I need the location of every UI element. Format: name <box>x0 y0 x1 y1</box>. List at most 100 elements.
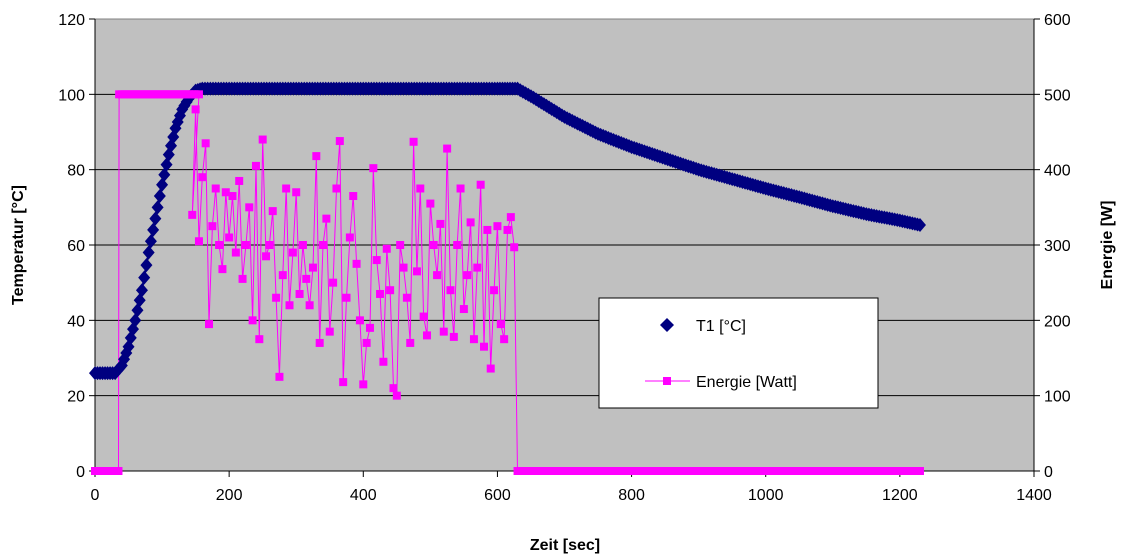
energie-point <box>416 184 425 193</box>
energie-point <box>205 320 214 329</box>
t1-point <box>135 283 148 298</box>
legend-energie-label: Energie [Watt] <box>696 374 797 391</box>
energie-point <box>355 316 364 325</box>
energie-point <box>221 188 230 197</box>
y-tick-label: 60 <box>67 238 85 255</box>
legend-t1-label: T1 [°C] <box>696 318 746 335</box>
y-tick-label: 0 <box>76 464 85 481</box>
t1-point <box>158 167 171 182</box>
energie-point <box>315 338 324 347</box>
energie-point <box>312 152 321 161</box>
energie-point <box>412 267 421 276</box>
energie-point <box>288 248 297 257</box>
energie-point <box>372 256 381 265</box>
y2-tick-label: 600 <box>1044 12 1071 29</box>
energie-point <box>241 241 250 249</box>
energie-point <box>386 286 395 295</box>
energie-point <box>262 252 271 261</box>
energie-point <box>376 289 385 298</box>
energie-point <box>208 222 217 231</box>
energie-point <box>396 241 405 249</box>
energie-point <box>486 364 495 373</box>
energie-point <box>339 378 348 387</box>
energie-point <box>322 214 331 223</box>
t1-point <box>156 177 169 192</box>
y2-tick-label: 500 <box>1044 87 1071 104</box>
energie-point <box>449 332 458 341</box>
energie-point <box>275 372 284 381</box>
energie-point <box>426 199 435 208</box>
energie-point <box>225 233 234 242</box>
energie-point <box>201 139 210 148</box>
energie-point <box>476 180 485 189</box>
energie-point <box>325 327 334 336</box>
energie-point <box>194 237 203 246</box>
energie-point <box>469 335 478 344</box>
energie-point <box>302 274 311 283</box>
y2-tick-label: 200 <box>1044 313 1071 330</box>
energie-point <box>496 320 505 329</box>
energie-point <box>402 293 411 302</box>
t1-point <box>149 211 162 226</box>
energie-point <box>443 144 452 153</box>
energie-point <box>329 278 338 287</box>
energie-point <box>392 391 401 400</box>
y-tick-label: 100 <box>58 87 85 104</box>
y-tick-label: 40 <box>67 313 85 330</box>
energie-point <box>490 286 499 295</box>
t1-point <box>913 218 926 233</box>
energie-point <box>248 316 257 325</box>
energie-point <box>308 263 317 272</box>
energie-point <box>436 219 445 228</box>
energie-point <box>473 263 482 272</box>
energie-point <box>278 271 287 280</box>
y2-axis-title: Energie [W] <box>1099 201 1116 290</box>
t1-point <box>169 121 182 136</box>
x-tick-label: 200 <box>216 487 243 504</box>
energie-point <box>272 293 281 302</box>
energie-point <box>500 335 509 344</box>
t1-point <box>129 313 142 328</box>
energie-point <box>282 184 291 193</box>
energie-point <box>285 301 294 310</box>
energie-point <box>345 233 354 242</box>
energie-point <box>211 184 220 193</box>
energie-point <box>439 327 448 336</box>
energie-point <box>466 218 475 227</box>
energie-point <box>191 105 200 114</box>
x-axis-title: Zeit [sec] <box>530 537 600 554</box>
t1-point <box>160 157 173 172</box>
energie-point <box>319 241 328 249</box>
energie-point <box>493 222 502 231</box>
legend-t1-marker <box>660 318 674 332</box>
energie-point <box>255 335 264 344</box>
energie-point <box>423 331 432 340</box>
t1-point <box>153 189 166 204</box>
legend: T1 [°C] Energie [Watt] <box>598 297 879 409</box>
x-tick-label: 0 <box>91 487 100 504</box>
y-tick-label: 120 <box>58 12 85 29</box>
energie-point <box>188 210 197 219</box>
energie-point <box>298 241 307 249</box>
t1-point <box>131 303 144 318</box>
energie-point <box>365 323 374 332</box>
energie-point <box>389 384 398 393</box>
energie-point <box>409 137 418 146</box>
energie-point <box>399 263 408 272</box>
y2-tick-label: 0 <box>1044 464 1053 481</box>
t1-point <box>138 270 151 285</box>
t1-point <box>133 293 146 308</box>
energie-point <box>305 301 314 310</box>
energie-point <box>406 338 415 347</box>
energie-point <box>268 207 277 216</box>
energie-point <box>382 244 391 253</box>
energie-point <box>510 243 519 252</box>
energie-point <box>335 137 344 146</box>
x-tick-label: 800 <box>618 487 645 504</box>
y-tick-label: 20 <box>67 389 85 406</box>
t1-point <box>140 258 153 273</box>
y2-tick-label: 400 <box>1044 163 1071 180</box>
energie-point <box>245 203 254 212</box>
